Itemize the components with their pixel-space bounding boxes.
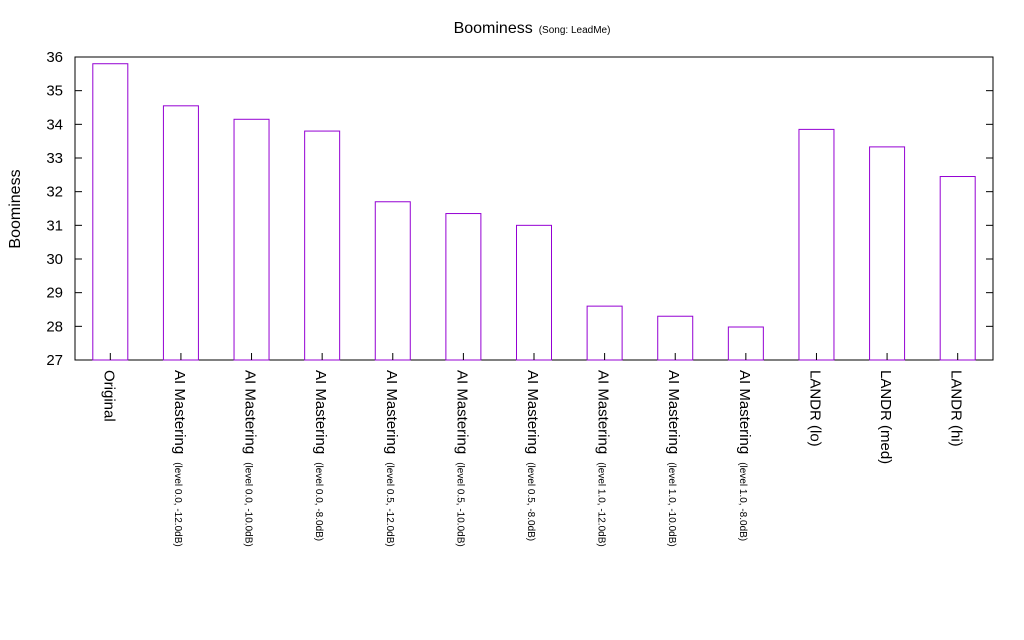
bar: [516, 224, 552, 361]
y-tick-label: 32: [46, 184, 63, 201]
x-category-label: Original: [100, 370, 117, 422]
chart-subtitle: (Song: LeadMe): [539, 25, 611, 36]
x-axis-category-labels: Original AI Mastering (level 0.0, -12.0dB)…: [100, 353, 965, 547]
x-category-label: AI Mastering (level 0.0, -8.0dB): [312, 370, 329, 541]
x-category-label-sub: (level 0.5, -12.0dB): [384, 462, 395, 547]
bar: [798, 128, 835, 361]
x-category-label-sub: (level 0.0, -8.0dB): [313, 462, 324, 541]
x-category-label-sub: (level 0.0, -10.0dB): [243, 462, 254, 547]
x-category-label-sub: (level 0.0, -12.0dB): [172, 462, 183, 547]
y-tick-label: 35: [46, 83, 63, 100]
bar: [869, 146, 906, 361]
x-category-label-sub: (level 1.0, -8.0dB): [737, 462, 748, 541]
x-category-label-main: Original: [100, 370, 117, 422]
x-category-label: LANDR (med): [877, 370, 894, 464]
x-category-label: AI Mastering (level 0.0, -12.0dB): [171, 370, 188, 547]
bar: [233, 118, 270, 361]
y-tick-label: 28: [46, 318, 63, 335]
bar: [586, 305, 623, 361]
x-category-label: AI Mastering (level 1.0, -8.0dB): [736, 370, 753, 541]
x-category-label-main: AI Mastering: [736, 370, 753, 454]
bar: [92, 63, 129, 361]
x-category-label: AI Mastering (level 1.0, -12.0dB): [595, 370, 612, 547]
y-axis-label: Boominess: [7, 169, 24, 248]
x-category-label-main: AI Mastering: [312, 370, 329, 454]
x-category-label: AI Mastering (level 1.0, -10.0dB): [665, 370, 682, 547]
x-category-label-sub: (level 0.5, -8.0dB): [525, 462, 536, 541]
x-category-label: LANDR (lo): [806, 370, 823, 447]
x-category-label-main: AI Mastering: [665, 370, 682, 454]
x-category-label-main: AI Mastering: [453, 370, 470, 454]
bar: [374, 201, 411, 361]
bar: [939, 176, 976, 361]
x-category-label-sub: (level 1.0, -12.0dB): [596, 462, 607, 547]
bar: [162, 105, 199, 361]
x-category-label-main: AI Mastering: [242, 370, 259, 454]
x-category-label-main: LANDR (lo): [806, 370, 823, 447]
y-tick-label: 30: [46, 251, 63, 268]
x-category-label-main: LANDR (med): [877, 370, 894, 464]
x-category-label: AI Mastering (level 0.0, -10.0dB): [242, 370, 259, 547]
bar: [445, 213, 482, 361]
x-category-label: LANDR (hi): [948, 370, 965, 447]
x-category-label-sub: (level 1.0, -10.0dB): [666, 462, 677, 547]
y-tick-label: 27: [46, 352, 63, 369]
chart-title: Boominess (Song: LeadMe): [454, 20, 611, 37]
x-category-label-main: AI Mastering: [171, 370, 188, 454]
x-category-label-main: AI Mastering: [383, 370, 400, 454]
y-tick-label: 29: [46, 285, 63, 302]
x-category-label-main: LANDR (hi): [948, 370, 965, 447]
x-category-label: AI Mastering (level 0.5, -10.0dB): [453, 370, 470, 547]
y-tick-label: 33: [46, 150, 63, 167]
chart-title-main: Boominess: [454, 20, 533, 37]
plot-frame: [74, 56, 994, 361]
bar: [304, 130, 341, 361]
y-tick-label: 36: [46, 49, 63, 66]
x-category-label: AI Mastering (level 0.5, -12.0dB): [383, 370, 400, 547]
y-tick-label: 31: [46, 217, 63, 234]
x-category-label-sub: (level 0.5, -10.0dB): [454, 462, 465, 547]
bar-series: [92, 63, 976, 361]
x-category-label: AI Mastering (level 0.5, -8.0dB): [524, 370, 541, 541]
x-category-label-main: AI Mastering: [595, 370, 612, 454]
y-tick-label: 34: [46, 116, 63, 133]
y-axis-ticks: 27 28 29 30 31 32 33 34 35 36: [46, 49, 993, 369]
x-category-label-main: AI Mastering: [524, 370, 541, 454]
